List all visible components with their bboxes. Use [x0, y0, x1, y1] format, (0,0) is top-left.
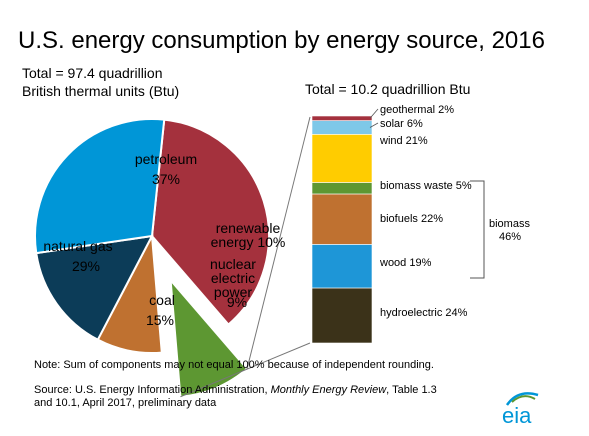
bar-segment-hydroelectric	[311, 287, 373, 344]
eia-logo: eia	[502, 392, 539, 428]
bar-label-hydroelectric: hydroelectric 24%	[380, 307, 468, 319]
bar-label-solar: solar 6%	[380, 118, 423, 130]
pie-label-renewable-line-2: energy 10%	[211, 234, 286, 250]
pie-percent-nuclear: 9%	[227, 294, 247, 310]
pie-label-nuclear-line-3: power	[214, 284, 252, 300]
source-line-1: Source: U.S. Energy Information Administ…	[34, 384, 437, 396]
pie-label-renewable: renewable	[216, 220, 281, 236]
eia-logo-swoosh	[505, 392, 539, 406]
pie-slice-coal	[35, 234, 154, 342]
total-label-line-1: Total = 97.4 quadrillion	[22, 65, 163, 81]
pie-slice-petroleum	[150, 118, 270, 326]
bar-segment-biofuels	[311, 193, 373, 245]
pie-label-petroleum: petroleum	[135, 151, 197, 167]
bar-leader-solar	[369, 122, 379, 128]
chart-note: Note: Sum of components may not equal 10…	[34, 359, 434, 371]
bar-segment-biomass-waste	[311, 182, 373, 195]
pie-label-coal: coal	[149, 292, 175, 308]
total-label-line-2: British thermal units (Btu)	[22, 83, 179, 99]
bar-label-biomass-waste: biomass waste 5%	[380, 180, 472, 192]
pie-percent-petroleum: 37%	[152, 171, 180, 187]
chart-title: U.S. energy consumption by energy source…	[18, 27, 545, 54]
biomass-group-label: biomass	[489, 218, 530, 230]
bar-label-wood: wood 19%	[379, 257, 432, 269]
biomass-bracket	[470, 180, 485, 279]
pie-slice-natural-gas	[34, 118, 166, 255]
pie-label-nuclear: nuclear	[210, 256, 256, 272]
bar-leader-geothermal	[369, 108, 379, 119]
eia-logo-swoosh-green	[511, 395, 536, 403]
connector-line-bottom	[180, 342, 311, 398]
renewable-breakdown-bar: hydroelectric 24% wood 19% biofuels 22% bio…	[311, 104, 472, 344]
bar-segment-geothermal	[311, 115, 373, 121]
breakdown-total-label: Total = 10.2 quadrillion Btu	[305, 81, 470, 97]
bar-label-wind: wind 21%	[379, 135, 428, 147]
eia-logo-text: eia	[502, 403, 532, 428]
bar-segment-solar	[311, 120, 373, 135]
pie-percent-natural-gas: 29%	[72, 258, 100, 274]
biomass-group-percent: 46%	[499, 231, 521, 243]
pie-label-natural-gas: natural gas	[43, 238, 112, 254]
pie-label-nuclear-line-2: electric	[211, 270, 255, 286]
bar-segment-wind	[311, 134, 373, 183]
bar-label-geothermal: geothermal 2%	[380, 104, 454, 116]
connector-line-top	[246, 116, 311, 369]
source-line-2: and 10.1, April 2017, preliminary data	[34, 397, 217, 409]
pie-percent-coal: 15%	[146, 312, 174, 328]
bar-segment-wood	[311, 244, 373, 289]
bar-label-biofuels: biofuels 22%	[380, 213, 443, 225]
